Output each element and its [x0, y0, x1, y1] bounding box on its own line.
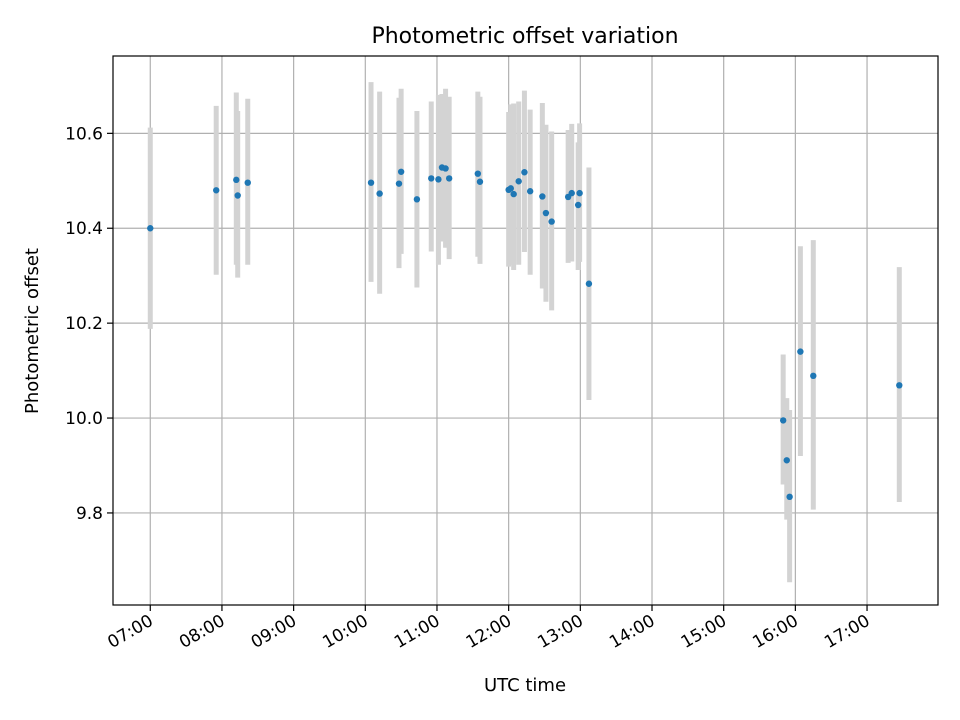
data-point [510, 190, 517, 198]
plot-frame [112, 55, 939, 606]
data-point [147, 225, 154, 232]
x-axis-label: UTC time [484, 675, 566, 696]
y-tick-label: 10.0 [65, 409, 103, 429]
data-point [395, 180, 403, 187]
data-point [442, 165, 449, 172]
data-point [376, 190, 383, 197]
data-point [515, 178, 522, 185]
data-point [413, 196, 421, 203]
data-point [542, 209, 550, 217]
data-point [213, 187, 220, 194]
data-point [445, 175, 453, 182]
y-tick-label: 10.2 [65, 314, 103, 334]
data-point [474, 170, 482, 177]
data-point [797, 348, 804, 355]
y-axis-label: Photometric offset [22, 248, 43, 414]
y-tick-label: 10.4 [65, 219, 103, 239]
data-point [521, 169, 528, 176]
y-tick-label: 9.8 [76, 504, 103, 524]
data-point [783, 457, 790, 464]
y-axis-ticks: 9.8 10.0 10.2 10.4 10.6 [65, 124, 113, 524]
data-point [548, 218, 555, 225]
data-point [585, 280, 593, 287]
data-point [397, 168, 405, 175]
data-point [810, 372, 817, 380]
data-point [507, 185, 515, 192]
data-point [526, 188, 534, 195]
data-point [367, 179, 375, 186]
data-point [539, 193, 546, 200]
chart-title: Photometric offset variation [371, 24, 678, 49]
data-point [779, 417, 787, 424]
data-point [574, 201, 582, 209]
data-point [428, 175, 435, 182]
data-point [896, 382, 903, 389]
data-point [435, 176, 442, 183]
data-point [476, 178, 484, 185]
data-point [233, 176, 240, 184]
data-point [234, 192, 241, 199]
data-point [786, 493, 793, 501]
data-point [244, 179, 251, 186]
y-tick-label: 10.6 [65, 124, 103, 144]
point-layer [147, 164, 903, 501]
data-point [568, 189, 575, 197]
data-point [576, 189, 583, 197]
